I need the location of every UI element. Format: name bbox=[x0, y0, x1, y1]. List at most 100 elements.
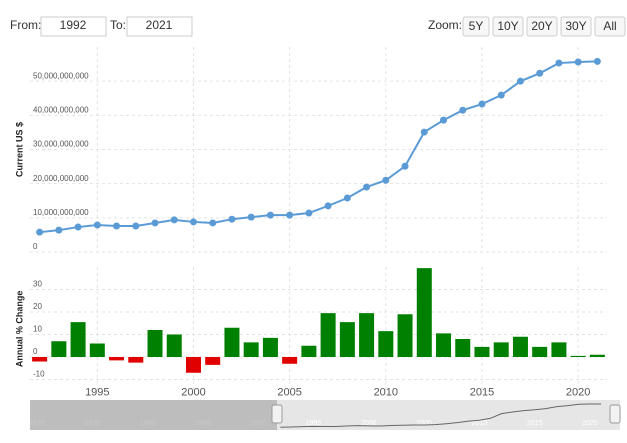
bar bbox=[512, 336, 528, 357]
bar bbox=[551, 342, 567, 357]
to-input[interactable] bbox=[126, 16, 193, 37]
bar bbox=[205, 357, 221, 365]
x-tick-label: 2005 bbox=[277, 387, 301, 399]
point bbox=[459, 106, 467, 114]
point bbox=[593, 57, 601, 65]
point bbox=[343, 194, 351, 202]
bar bbox=[474, 346, 490, 357]
point bbox=[286, 211, 294, 219]
navigator-label: 2000 bbox=[361, 420, 377, 427]
navigator-label: 2010 bbox=[472, 420, 488, 427]
point bbox=[363, 183, 371, 191]
bar bbox=[70, 322, 86, 357]
point bbox=[401, 162, 409, 170]
bar bbox=[532, 346, 548, 357]
zoom-button[interactable] bbox=[526, 16, 558, 37]
navigator-label: 2015 bbox=[527, 420, 543, 427]
point bbox=[324, 202, 332, 210]
navigator-label: 2005 bbox=[416, 420, 432, 427]
zoom-button-label[interactable]: 10Y bbox=[497, 19, 518, 33]
bar bbox=[436, 333, 452, 357]
point bbox=[228, 215, 236, 223]
bar bbox=[339, 322, 355, 357]
y-tick-label: 10 bbox=[33, 325, 42, 334]
zoom-button[interactable] bbox=[594, 16, 626, 37]
point bbox=[189, 218, 197, 226]
from-label: From: bbox=[10, 18, 41, 32]
bar bbox=[243, 342, 259, 357]
bar bbox=[455, 339, 471, 357]
y-tick-label: 50,000,000,000 bbox=[33, 71, 89, 80]
navigator-label: 1995 bbox=[306, 420, 322, 427]
bar bbox=[493, 342, 509, 357]
point bbox=[420, 128, 428, 136]
point bbox=[93, 221, 101, 229]
navigator-series bbox=[280, 403, 602, 428]
bar bbox=[128, 357, 144, 363]
bar bbox=[185, 357, 201, 373]
x-tick-label: 2010 bbox=[374, 387, 398, 399]
point bbox=[516, 77, 524, 85]
point bbox=[266, 211, 274, 219]
from-value[interactable]: 1992 bbox=[60, 18, 87, 32]
bar bbox=[320, 313, 336, 357]
y-tick-label: 20 bbox=[33, 302, 42, 311]
x-tick-label: 2015 bbox=[470, 387, 494, 399]
bar bbox=[89, 343, 105, 357]
y-axis-title: Current US $ bbox=[14, 122, 24, 177]
point bbox=[209, 219, 217, 227]
to-value[interactable]: 2021 bbox=[146, 18, 173, 32]
bar bbox=[282, 357, 298, 364]
zoom-button[interactable] bbox=[462, 16, 490, 37]
bar bbox=[51, 341, 67, 357]
bar bbox=[301, 345, 317, 357]
y-tick-label: 0 bbox=[33, 242, 38, 251]
y-tick-label: 0 bbox=[33, 347, 38, 356]
bar bbox=[147, 330, 163, 357]
x-tick-label: 2000 bbox=[181, 387, 205, 399]
point bbox=[382, 176, 390, 184]
y-tick-label: 10,000,000,000 bbox=[33, 208, 89, 217]
zoom-label: Zoom: bbox=[428, 18, 462, 32]
y-axis-title: Annual % Change bbox=[14, 291, 24, 368]
point bbox=[74, 223, 82, 231]
zoom-button-label[interactable]: All bbox=[603, 19, 616, 33]
y-tick-label: -10 bbox=[33, 370, 45, 379]
point bbox=[247, 213, 255, 221]
bar bbox=[109, 357, 125, 361]
x-tick-label: 2020 bbox=[566, 387, 590, 399]
point bbox=[113, 222, 121, 230]
zoom-button[interactable] bbox=[560, 16, 592, 37]
bar bbox=[397, 314, 413, 357]
bar bbox=[378, 331, 394, 357]
bar bbox=[359, 313, 375, 357]
navigator-handle[interactable] bbox=[609, 404, 621, 424]
point bbox=[555, 59, 563, 67]
zoom-button[interactable] bbox=[492, 16, 524, 37]
navigator-handle[interactable] bbox=[271, 404, 283, 424]
point bbox=[151, 219, 159, 227]
zoom-button-label[interactable]: 30Y bbox=[565, 19, 586, 33]
bar bbox=[570, 355, 586, 357]
x-tick-label: 1995 bbox=[85, 387, 109, 399]
point bbox=[440, 116, 448, 124]
point bbox=[305, 209, 313, 217]
navigator-mask bbox=[30, 400, 277, 430]
line-series bbox=[39, 60, 598, 234]
zoom-button-label[interactable]: 5Y bbox=[469, 19, 484, 33]
from-input[interactable] bbox=[40, 16, 107, 37]
point bbox=[55, 226, 63, 234]
zoom-button-label[interactable]: 20Y bbox=[531, 19, 552, 33]
point bbox=[536, 69, 544, 77]
bar bbox=[224, 327, 240, 357]
y-tick-label: 30,000,000,000 bbox=[33, 140, 89, 149]
point bbox=[36, 228, 44, 236]
navigator-label: 2020 bbox=[582, 420, 598, 427]
bar bbox=[589, 354, 605, 357]
y-tick-label: 40,000,000,000 bbox=[33, 105, 89, 114]
y-tick-label: 20,000,000,000 bbox=[33, 174, 89, 183]
point bbox=[478, 100, 486, 108]
bar bbox=[166, 334, 182, 357]
point bbox=[497, 91, 505, 99]
